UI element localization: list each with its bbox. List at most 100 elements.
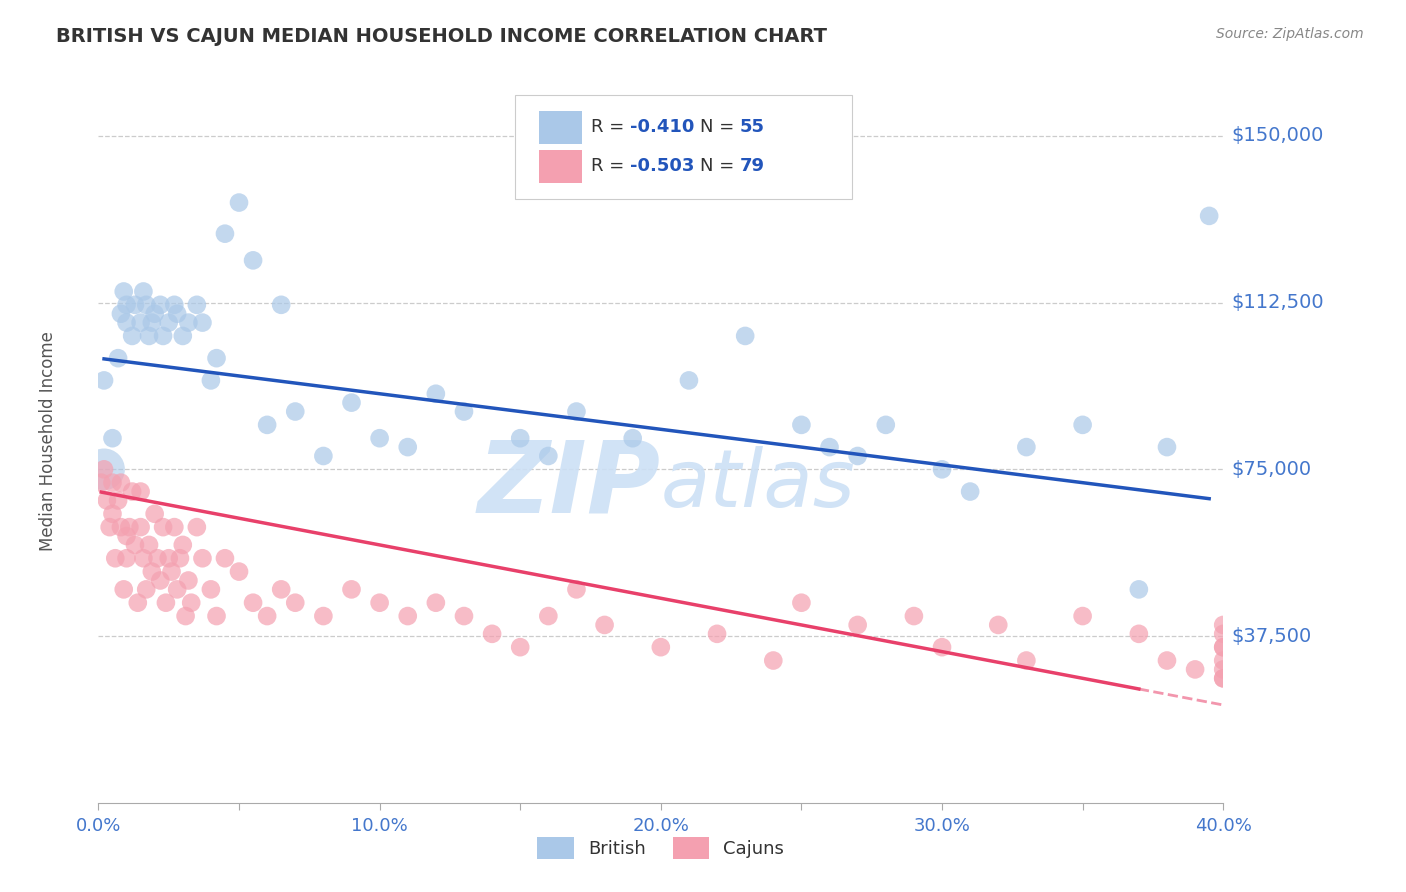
Point (537, 609, 560, 624)
Point (565, 582, 588, 597)
Point (762, 653, 785, 667)
Point (678, 373, 700, 387)
Point (1128, 627, 1150, 641)
Point (987, 618, 1010, 632)
Point (149, 574, 172, 588)
Point (121, 329, 143, 343)
Text: R =: R = (591, 119, 630, 136)
Point (1212, 618, 1234, 632)
Point (1212, 662, 1234, 676)
Point (141, 316, 163, 330)
Point (790, 596, 813, 610)
Point (509, 640, 531, 655)
Point (1071, 609, 1094, 624)
Text: $150,000: $150,000 (1232, 127, 1324, 145)
Point (453, 404, 475, 418)
Point (112, 285, 135, 299)
Point (453, 609, 475, 624)
Point (205, 609, 228, 624)
Point (124, 298, 146, 312)
Point (284, 596, 307, 610)
Point (214, 551, 236, 566)
Point (166, 582, 188, 597)
Point (205, 351, 228, 366)
Point (959, 484, 981, 499)
Point (931, 462, 953, 476)
Point (1071, 417, 1094, 432)
Point (118, 520, 141, 534)
Point (846, 618, 869, 632)
Point (93, 462, 115, 476)
Point (177, 316, 200, 330)
Point (228, 565, 250, 579)
Text: R =: R = (591, 157, 630, 175)
Point (93, 462, 115, 476)
Point (1184, 662, 1206, 676)
Point (875, 417, 897, 432)
Point (1156, 653, 1178, 667)
Point (172, 329, 194, 343)
Point (110, 307, 132, 321)
Point (152, 520, 174, 534)
Text: $75,000: $75,000 (1232, 460, 1312, 479)
Point (149, 298, 172, 312)
Point (146, 551, 169, 566)
Bar (540, 112, 582, 144)
Point (340, 582, 363, 597)
Point (1212, 627, 1234, 641)
Point (425, 386, 447, 401)
Point (903, 609, 925, 624)
Point (143, 307, 166, 321)
Point (565, 404, 588, 418)
Point (132, 551, 155, 566)
Point (1128, 582, 1150, 597)
Point (101, 507, 124, 521)
Point (200, 373, 222, 387)
Text: atlas: atlas (661, 446, 856, 524)
Point (242, 596, 264, 610)
Point (110, 475, 132, 490)
Point (191, 551, 214, 566)
Point (425, 596, 447, 610)
Point (256, 417, 278, 432)
Point (180, 596, 202, 610)
Point (931, 640, 953, 655)
Point (101, 475, 124, 490)
Point (132, 285, 155, 299)
Point (115, 316, 138, 330)
Point (200, 582, 222, 597)
Point (396, 440, 419, 454)
Point (1212, 640, 1234, 655)
Point (214, 227, 236, 241)
Point (124, 538, 146, 552)
Point (93, 373, 115, 387)
Point (270, 298, 292, 312)
Point (270, 582, 292, 597)
Legend: British, Cajuns: British, Cajuns (530, 830, 792, 866)
Point (90, 475, 112, 490)
Point (650, 640, 672, 655)
Text: N =: N = (700, 157, 740, 175)
Point (191, 316, 214, 330)
Point (172, 538, 194, 552)
Point (169, 551, 191, 566)
Text: Source: ZipAtlas.com: Source: ZipAtlas.com (1216, 27, 1364, 41)
Text: 55: 55 (740, 119, 765, 136)
Point (177, 574, 200, 588)
Text: -0.410: -0.410 (630, 119, 695, 136)
Point (1198, 209, 1220, 223)
Point (155, 596, 177, 610)
Point (135, 582, 157, 597)
Point (818, 440, 841, 454)
Point (157, 316, 180, 330)
Point (1156, 440, 1178, 454)
Point (1212, 671, 1234, 685)
Point (129, 316, 152, 330)
Point (509, 431, 531, 445)
Point (98, 520, 121, 534)
Point (129, 484, 152, 499)
Point (129, 520, 152, 534)
Point (186, 520, 208, 534)
Point (152, 329, 174, 343)
Point (706, 627, 728, 641)
